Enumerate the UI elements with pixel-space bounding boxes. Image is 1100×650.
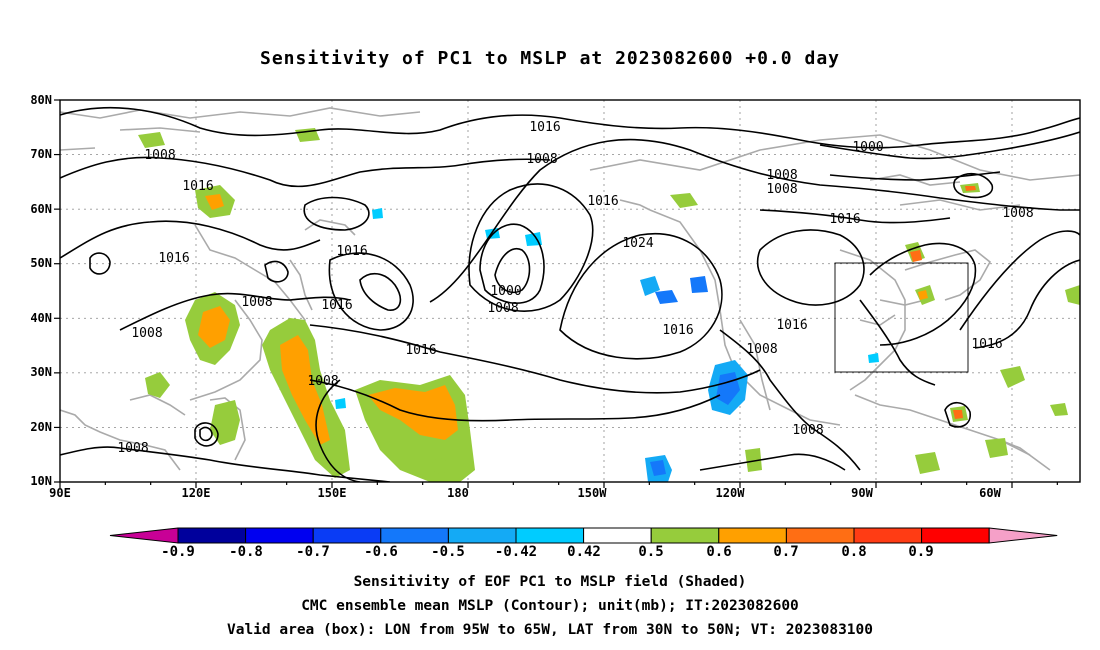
contour-label: 1016 [829, 212, 860, 227]
lon-label-150w: 150W [577, 486, 607, 500]
page-title: Sensitivity of PC1 to MSLP at 2023082600… [259, 48, 840, 69]
lon-label-120w: 120W [715, 486, 745, 500]
contour-label: 1008 [766, 168, 797, 183]
colorbar-label: -0.6 [364, 544, 398, 560]
contour-label: 1016 [529, 120, 560, 135]
colorbar-end-high [988, 527, 1058, 544]
colorbar-label: 0.6 [706, 544, 732, 560]
contour-label: 1000 [490, 284, 521, 299]
colorbar-label: -0.5 [431, 544, 465, 560]
lon-label-150e: 150E [317, 486, 347, 500]
contour-label: 1024 [622, 236, 653, 251]
contour-label: 1008 [241, 295, 272, 310]
map-frame [59, 99, 1081, 483]
contour-label: 1008 [746, 342, 777, 357]
caption-line-1: Sensitivity of EOF PC1 to MSLP field (Sh… [353, 574, 747, 590]
lat-label-50n: 50N [30, 256, 52, 270]
lon-label-60w: 60W [979, 486, 1001, 500]
contour-label: 1000 [852, 140, 883, 155]
lon-label-180: 180 [447, 486, 469, 500]
colorbar-label: 0.9 [908, 544, 934, 560]
lat-label-40n: 40N [30, 311, 52, 325]
colorbar-label: 0.8 [841, 544, 867, 560]
lat-label-30n: 30N [30, 365, 52, 379]
colorbar-swatch [718, 527, 787, 544]
contour-label: 1008 [766, 182, 797, 197]
sensitivity-shading [138, 128, 1080, 482]
contour-label: 1016 [336, 244, 367, 259]
colorbar-swatch [650, 527, 720, 544]
contour-label: 1016 [405, 343, 436, 358]
colorbar-label: -0.8 [229, 544, 263, 560]
colorbar-label: 0.42 [567, 544, 601, 560]
colorbar-label: -0.42 [494, 544, 538, 560]
contour-label: 1008 [117, 441, 148, 456]
contour-label: 1016 [158, 251, 189, 266]
colorbar-swatch [245, 527, 314, 544]
lat-label-60n: 60N [30, 202, 52, 216]
lon-label-120e: 120E [181, 486, 211, 500]
lon-label-90e: 90E [49, 486, 71, 500]
colorbar [109, 527, 1058, 544]
lat-label-10n: 10N [30, 474, 52, 488]
contour-label: 1016 [971, 337, 1002, 352]
contour-label: 1016 [587, 194, 618, 209]
colorbar-swatch [312, 527, 382, 544]
valid-area-box [834, 262, 969, 373]
contour-labels: 1016 1008 1016 1008 1016 1000 1008 1016 … [117, 120, 1033, 456]
colorbar-label: 0.7 [773, 544, 799, 560]
colorbar-swatch [853, 527, 923, 544]
contour-label: 1008 [144, 148, 175, 163]
caption-line-3: Valid area (box): LON from 95W to 65W, L… [226, 622, 873, 638]
contour-label: 1008 [792, 423, 823, 438]
lon-label-90w: 90W [851, 486, 873, 500]
colorbar-swatch [583, 527, 652, 544]
contour-label: 1008 [487, 301, 518, 316]
axis-ticks [54, 99, 1058, 488]
contour-label: 1016 [776, 318, 807, 333]
contour-label: 1016 [182, 179, 213, 194]
lat-label-70n: 70N [30, 147, 52, 161]
contour-label: 1008 [1002, 206, 1033, 221]
colorbar-swatch [921, 527, 990, 544]
contour-label: 1016 [662, 323, 693, 338]
caption-line-2: CMC ensemble mean MSLP (Contour); unit(m… [301, 598, 799, 614]
colorbar-swatch [380, 527, 449, 544]
colorbar-label: 0.5 [638, 544, 664, 560]
colorbar-label: -0.7 [296, 544, 330, 560]
contour-label: 1016 [321, 298, 352, 313]
colorbar-swatch [785, 527, 855, 544]
colorbar-swatch [515, 527, 585, 544]
contour-label: 1008 [307, 374, 338, 389]
colorbar-swatch [177, 527, 247, 544]
mslp-contours [60, 106, 1080, 482]
lat-label-20n: 20N [30, 420, 52, 434]
colorbar-label: -0.9 [161, 544, 195, 560]
contour-label: 1008 [526, 152, 557, 167]
contour-label: 1008 [131, 326, 162, 341]
colorbar-end-low [109, 527, 179, 544]
colorbar-swatch [447, 527, 517, 544]
lat-label-80n: 80N [30, 93, 52, 107]
